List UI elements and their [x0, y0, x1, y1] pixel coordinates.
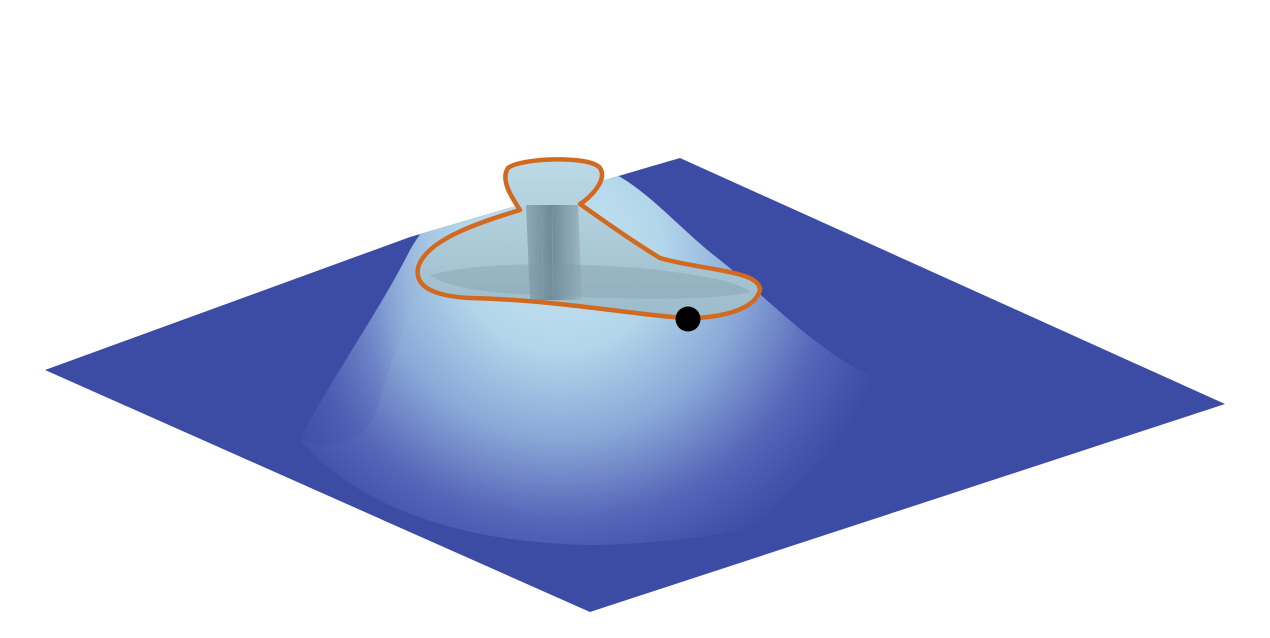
cut-out-level-set-well [417, 159, 760, 318]
point-on-contour [675, 306, 701, 332]
level-set-boundary-curve [415, 157, 763, 321]
